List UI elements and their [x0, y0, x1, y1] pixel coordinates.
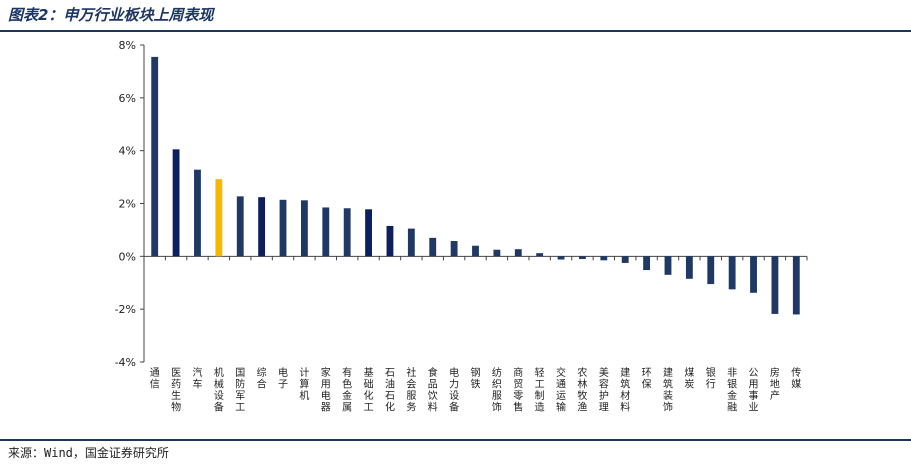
- bottom-divider: [0, 439, 911, 441]
- x-category-label: 传媒: [791, 367, 801, 391]
- x-category-label: 房地产: [770, 366, 780, 402]
- y-tick-label: 4%: [119, 145, 136, 158]
- bar: [643, 256, 651, 271]
- bar: [728, 256, 736, 290]
- x-category-label: 综合: [257, 366, 267, 391]
- x-category-label: 汽车: [192, 366, 202, 391]
- bar: [429, 237, 437, 257]
- bar: [472, 245, 479, 257]
- y-tick-label: -2%: [115, 303, 136, 316]
- bar: [579, 256, 586, 259]
- x-category-label: 交通运输: [556, 366, 566, 414]
- x-category-label: 美容护理: [599, 366, 609, 414]
- x-category-label: 纺织服饰: [492, 366, 502, 414]
- bar: [750, 256, 757, 293]
- x-category-label: 计算机: [299, 366, 309, 402]
- bar: [322, 207, 330, 257]
- x-category-label: 钢铁: [471, 366, 481, 391]
- bar: [407, 228, 415, 257]
- bar: [707, 256, 715, 285]
- bar: [664, 256, 672, 275]
- bar: [771, 256, 779, 314]
- x-category-label: 国防军工: [235, 367, 245, 414]
- x-category-label: 农林牧渔: [577, 366, 587, 414]
- chart-axes: -4% -2% 0% 2% 4% 6% 8%: [115, 39, 808, 369]
- y-tick-label: 2%: [119, 198, 136, 211]
- top-divider: [0, 30, 911, 32]
- chart-title: 图表2：申万行业板块上周表现: [8, 6, 214, 24]
- x-category-label: 商贸零售: [513, 366, 523, 414]
- x-category-label: 建筑装饰: [663, 366, 673, 414]
- x-category-label: 石油石化: [385, 368, 395, 414]
- bar: [621, 256, 629, 263]
- bar: [258, 197, 266, 257]
- bar: [215, 179, 223, 257]
- x-category-label: 医药生物: [171, 367, 181, 414]
- x-category-label: 环保: [642, 368, 652, 391]
- bar: [279, 199, 287, 257]
- bar: [792, 256, 800, 315]
- x-category-label: 家用电器: [321, 366, 331, 414]
- bar: [386, 225, 394, 257]
- bar: [685, 256, 693, 279]
- x-category-label: 机械设备: [214, 366, 224, 414]
- bar: [151, 56, 159, 257]
- x-category-label: 基础化工: [364, 366, 374, 414]
- bar: [300, 200, 308, 257]
- x-category-label: 电力设备: [449, 366, 459, 414]
- y-tick-label: 6%: [119, 92, 136, 105]
- y-tick-label: -4%: [115, 356, 136, 369]
- bar: [493, 249, 501, 257]
- x-category-label: 通信: [150, 367, 160, 391]
- bar: [194, 169, 201, 257]
- x-category-label: 银行: [706, 366, 716, 391]
- x-category-label: 食品饮料: [428, 366, 438, 414]
- bar: [450, 241, 458, 257]
- source-note: 来源：Wind，国金证券研究所: [8, 446, 169, 460]
- x-category-label: 轻工制造: [535, 366, 545, 414]
- x-category-label: 煤炭: [684, 366, 694, 391]
- bar: [600, 256, 608, 261]
- bar: [365, 209, 372, 257]
- bar: [343, 208, 351, 257]
- x-category-label: 公用事业: [749, 368, 759, 414]
- x-category-label: 非银金融: [727, 367, 737, 414]
- chart-bars: [151, 56, 800, 315]
- y-tick-label: 8%: [119, 39, 136, 52]
- y-tick-label: 0%: [119, 250, 136, 263]
- bar: [557, 256, 565, 260]
- bar: [236, 196, 244, 257]
- bar: [536, 253, 544, 257]
- x-category-label: 建筑材料: [620, 366, 630, 414]
- bar: [172, 149, 180, 257]
- bar: [514, 249, 522, 257]
- x-category-label: 社会服务: [406, 366, 416, 414]
- x-category-label: 电子: [278, 366, 288, 391]
- x-category-label: 有色金属: [342, 366, 352, 414]
